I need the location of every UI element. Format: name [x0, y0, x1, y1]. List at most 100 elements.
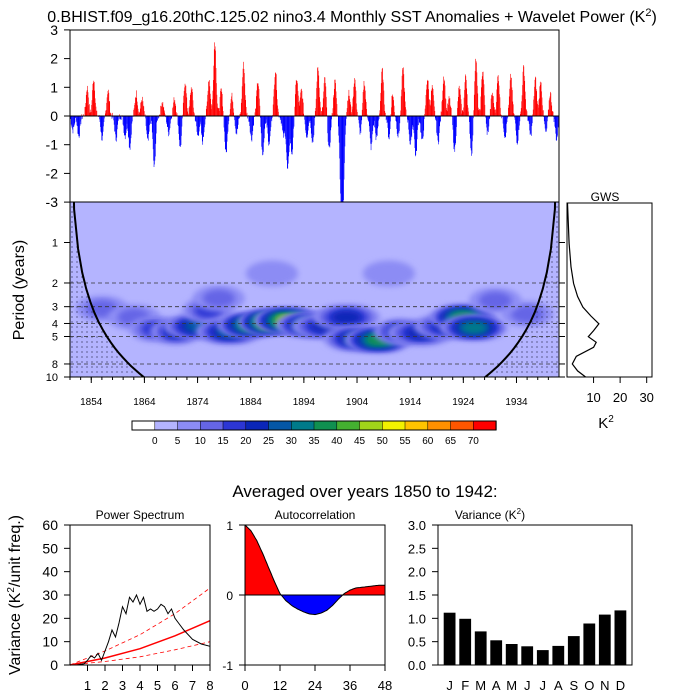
colorbar-swatch [222, 420, 247, 431]
sst-anomaly-bar [75, 116, 76, 118]
sst-anomaly-bar [287, 116, 289, 164]
sst-anomaly-bar [259, 105, 261, 116]
sst-anomaly-bar [178, 116, 180, 134]
sst-anomaly-bar [510, 73, 511, 116]
sst-anomaly-bar [375, 116, 376, 134]
sst-anomaly-bar [338, 116, 340, 143]
sst-anomaly-bar [240, 102, 242, 116]
sst-anomaly-bar [326, 107, 328, 116]
sst-anomaly-bar [407, 116, 409, 123]
sst-anomaly-bar [230, 103, 231, 116]
sst-anomaly-bar [204, 116, 206, 125]
sst-anomaly-bar [106, 102, 107, 116]
sst-anomaly-bar [355, 86, 356, 116]
sst-anomaly-bar [476, 62, 477, 116]
variance-x-tick-label: M [506, 678, 517, 693]
sst-anomaly-bar [485, 116, 487, 118]
sst-anomaly-bar [470, 116, 472, 151]
sst-anomaly-bar [360, 116, 362, 133]
colorbar-label: 70 [468, 436, 480, 447]
sst-anomaly-bar [310, 116, 312, 134]
sst-anomaly-bar [391, 95, 393, 116]
sst-anomaly-bar [264, 116, 266, 129]
sst-anomaly-bar [81, 116, 83, 119]
sst-anomaly-bar [327, 116, 328, 134]
sst-anomaly-bar [551, 102, 552, 116]
sst-anomaly-bar [493, 96, 494, 116]
sst-anomaly-bar [116, 116, 117, 142]
sst-anomaly-bar [164, 114, 166, 116]
sst-anomaly-bar [96, 110, 97, 116]
sst-anomaly-bar [472, 116, 473, 142]
sst-anomaly-bar [261, 116, 263, 150]
sst-anomaly-bar [292, 116, 293, 150]
variance-bar [552, 645, 565, 665]
sst-anomaly-bar [362, 92, 364, 116]
sst-anomaly-bar [351, 106, 353, 116]
sst-anomaly-bar [342, 116, 344, 215]
sst-anomaly-bar [87, 92, 89, 116]
sst-anomaly-bar [368, 116, 370, 127]
wavelet-contour [479, 292, 512, 309]
sst-anomaly-bar [196, 116, 197, 127]
sst-anomaly-bar [262, 116, 264, 155]
sst-anomaly-bar [412, 116, 413, 126]
sst-anomaly-bar [514, 116, 516, 120]
variance-bar [505, 644, 518, 665]
sst-anomaly-bar [310, 116, 312, 129]
sst-anomaly-bar [443, 76, 444, 116]
sst-anomaly-bar [223, 116, 225, 128]
sst-anomaly-bar [265, 116, 267, 120]
power-spectrum-upper-bound [69, 587, 211, 666]
sst-anomaly-bar [537, 103, 538, 116]
sst-anomaly-bar [320, 107, 321, 116]
sst-anomaly-bar [444, 81, 445, 116]
sst-anomaly-bar [202, 116, 204, 138]
sst-anomaly-bar [246, 112, 248, 116]
sst-anomaly-bar [100, 116, 101, 127]
sst-anomaly-bar [281, 116, 283, 126]
sst-anomaly-bar [237, 116, 239, 129]
sst-anomaly-bar [498, 85, 500, 116]
variance-bar [583, 623, 596, 665]
sst-anomaly-bar [301, 90, 303, 116]
sst-anomaly-bar [317, 67, 319, 116]
sst-anomaly-bar [219, 108, 220, 116]
sst-anomaly-bar [197, 116, 199, 136]
sst-anomaly-bar [429, 99, 430, 116]
sst-anomaly-bar [193, 111, 195, 116]
sst-anomaly-bar [189, 100, 191, 116]
sst-anomaly-bar [395, 116, 397, 121]
sst-anomaly-bar [289, 116, 290, 146]
sst-anomaly-bar [543, 116, 545, 122]
gws-frame [566, 202, 653, 378]
sst-anomaly-bar [270, 116, 272, 128]
sst-anomaly-bar [273, 96, 274, 116]
sst-anomaly-bar [510, 77, 512, 116]
sst-anomaly-bar [221, 91, 223, 116]
sst-anomaly-bar [352, 98, 354, 116]
sst-anomaly-bar [110, 113, 111, 116]
sst-anomaly-bar [373, 116, 375, 121]
sst-anomaly-bar [285, 116, 286, 139]
sst-anomaly-bar [162, 104, 163, 116]
sst-anomaly-bar [407, 116, 408, 120]
sst-anomaly-bar [521, 101, 522, 116]
sst-anomaly-bar [453, 116, 454, 143]
sst-anomaly-bar [133, 108, 135, 116]
power-spectrum-y-label: Variance (K2/unit freq.) [6, 515, 24, 675]
sst-anomaly-bar [545, 116, 547, 131]
sst-anomaly-bar [206, 101, 208, 116]
sst-anomaly-bar [463, 97, 465, 116]
sst-anomaly-bar [72, 116, 74, 134]
sst-anomaly-bar [150, 116, 151, 124]
sst-anomaly-bar [228, 116, 229, 125]
wavelet-x-tick-label: 1924 [452, 397, 475, 408]
sst-anomaly-bar [442, 90, 444, 116]
sst-anomaly-bar [134, 102, 136, 116]
sst-anomaly-bar [322, 98, 324, 116]
sst-anomaly-bar [512, 104, 514, 116]
sst-anomaly-bar [85, 103, 87, 116]
sst-anomaly-bar [127, 116, 129, 131]
sst-anomaly-bar [442, 83, 444, 116]
